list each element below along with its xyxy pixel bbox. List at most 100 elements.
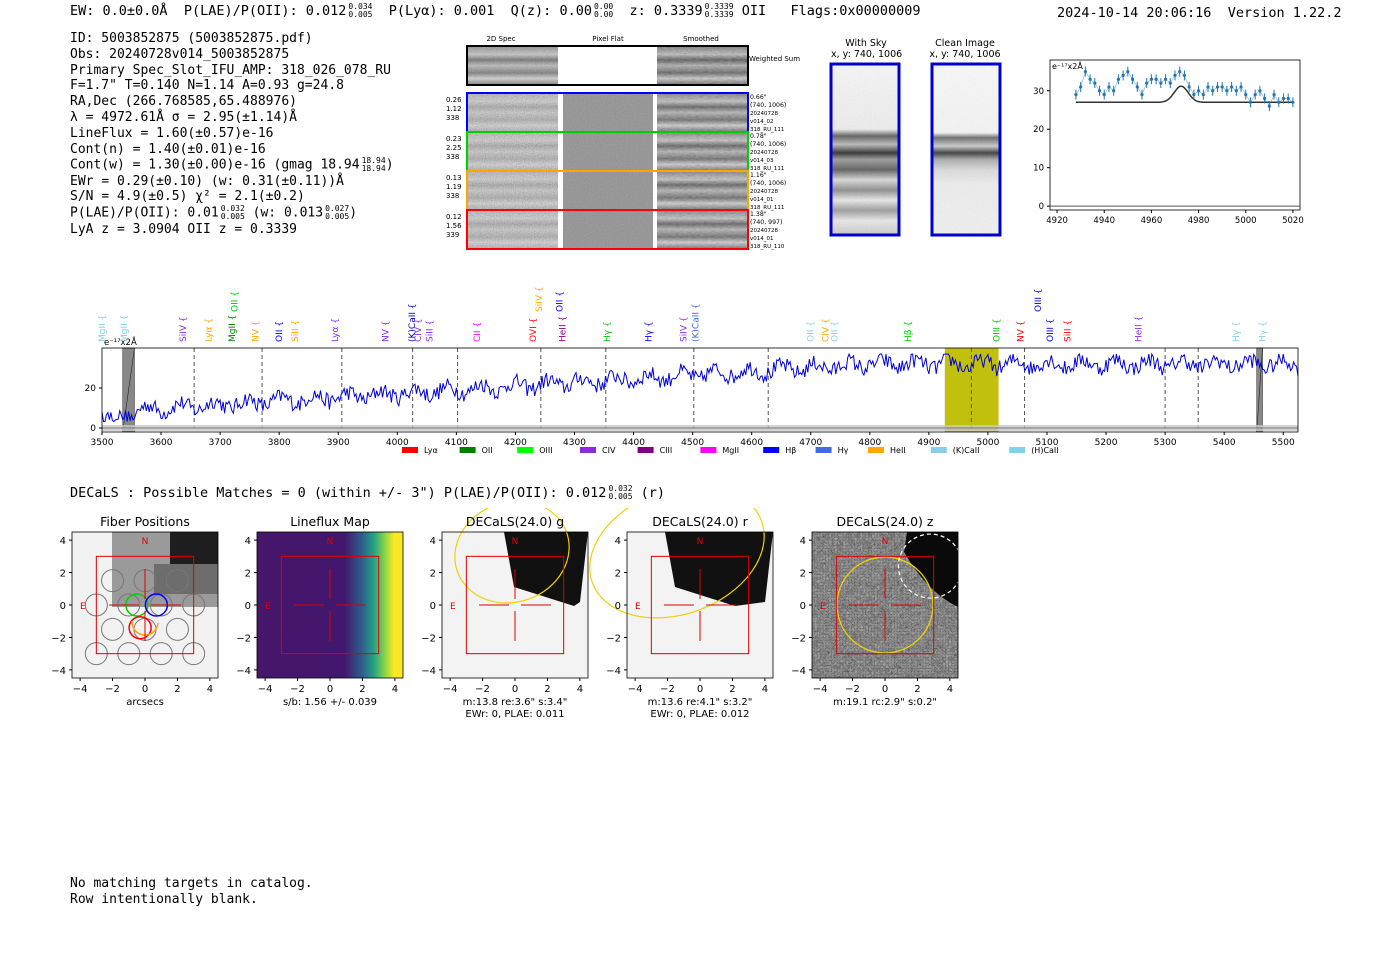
legend-swatch bbox=[763, 447, 780, 453]
spectrum-xtick-label: 4600 bbox=[740, 438, 763, 448]
legend-swatch bbox=[459, 447, 476, 453]
zoom-data-point bbox=[1112, 89, 1116, 93]
legend-swatch bbox=[930, 447, 947, 453]
info-contw-lo: 18.94 bbox=[361, 164, 386, 174]
zoom-ytick-label: 10 bbox=[1033, 164, 1044, 174]
spectrum-line-label: CIV { bbox=[414, 318, 424, 342]
zoom-data-point bbox=[1230, 85, 1234, 89]
clean-title: Clean Image bbox=[935, 38, 995, 49]
spectrum-line-label: SiII { bbox=[426, 320, 436, 342]
info-fwhm: F=1.7" T=0.140 N=1.14 A=0.93 g=24.8 bbox=[70, 78, 344, 94]
spectrum-xtick-label: 5000 bbox=[976, 438, 999, 448]
zoom-data-point bbox=[1239, 85, 1243, 89]
spectrum-xtick-label: 3800 bbox=[268, 438, 291, 448]
cutout-right-label: (740, 997) bbox=[750, 219, 782, 226]
col-flat-label: Pixel Flat bbox=[592, 35, 624, 43]
panel-ytick-label: 2 bbox=[245, 569, 251, 580]
zoom-unit-label: e⁻¹⁷x2Å bbox=[1052, 60, 1083, 71]
panel-ytick-label: −2 bbox=[606, 633, 621, 644]
cutout-right-label: 20240728 bbox=[750, 111, 778, 117]
north-label: N bbox=[882, 537, 889, 547]
header-plae-hi: 0.034 bbox=[348, 2, 373, 11]
legend-label: (K)CaII bbox=[953, 446, 980, 455]
legend-swatch bbox=[637, 447, 654, 453]
east-label: E bbox=[820, 602, 826, 612]
zoom-data-point bbox=[1277, 100, 1281, 104]
panel-caption: EWr: 0, PLAE: 0.012 bbox=[650, 709, 749, 720]
panel-caption: m:13.8 re:3.6" s:3.4" bbox=[463, 697, 568, 708]
panel-xtick-label: −4 bbox=[73, 684, 88, 695]
spectrum-line-label: OVI { bbox=[529, 318, 539, 342]
zoom-ytick-label: 30 bbox=[1033, 87, 1044, 97]
cutout-smooth-noise bbox=[657, 94, 747, 131]
cutout-left-label: 0.12 bbox=[446, 213, 462, 221]
aperture-box bbox=[835, 555, 935, 655]
spectrum-line-label: NV { bbox=[252, 321, 262, 342]
spectrum-line-label: OIII { bbox=[1034, 288, 1044, 312]
spectrum-xtick-label: 5100 bbox=[1036, 438, 1059, 448]
header-qz-hi: 0.00 bbox=[593, 2, 614, 11]
cutout-left-label: 1.56 bbox=[446, 222, 462, 230]
spectrum-line-label: MgII { bbox=[228, 315, 238, 342]
spectrum-line-label: Hγ { bbox=[1232, 321, 1242, 342]
fiber-circle bbox=[101, 569, 125, 593]
panel-ytick-label: 0 bbox=[60, 601, 66, 612]
zoom-data-point bbox=[1267, 104, 1271, 108]
col-2d-label: 2D Spec bbox=[486, 35, 515, 43]
cutout-flat-noise bbox=[563, 211, 653, 248]
cutout-right-label: 318_RU_111 bbox=[750, 166, 784, 172]
zoom-data-point bbox=[1182, 73, 1187, 77]
cutout-flat-noise bbox=[563, 94, 653, 131]
cutout-right-label: 20240728 bbox=[750, 189, 778, 195]
spectrum-line-label: Hγ { bbox=[603, 321, 613, 342]
aperture-box bbox=[280, 555, 380, 655]
spectrum-ytick-label: 20 bbox=[85, 384, 97, 394]
spectrum-line-label: (K)CaII { bbox=[692, 303, 702, 342]
panel-ytick-label: 0 bbox=[430, 601, 436, 612]
legend-label: Hβ bbox=[785, 446, 796, 455]
info-id: ID: 5003852875 (5003852875.pdf) bbox=[70, 31, 313, 46]
header-qz: Q(z): 0.00 bbox=[510, 3, 592, 19]
east-label: E bbox=[635, 602, 641, 612]
spectrum-line-label: CII { bbox=[473, 322, 483, 342]
col-smooth-label: Smoothed bbox=[683, 35, 719, 43]
panel-xtick-label: 2 bbox=[174, 684, 180, 695]
panel-xtick-label: 4 bbox=[392, 684, 398, 695]
panel-xtick-label: 2 bbox=[914, 684, 920, 695]
info-plae-w-lo: 0.005 bbox=[325, 212, 350, 222]
north-label: N bbox=[512, 537, 519, 547]
east-label: E bbox=[80, 602, 86, 612]
panel-ytick-label: 4 bbox=[615, 536, 621, 547]
spectrum-line-label: HeII { bbox=[559, 316, 569, 342]
zoom-data-point bbox=[1291, 100, 1295, 104]
zoom-plot: e⁻¹⁷x2Å 4920 4940 4960 4980 5000 5020 0 10 20 30 bbox=[1033, 59, 1304, 226]
north-label: N bbox=[327, 537, 334, 547]
header-qz-lo: 0.00 bbox=[593, 10, 614, 19]
spectrum-xtick-label: 4900 bbox=[917, 438, 940, 448]
panel-xtick-label: 0 bbox=[142, 684, 148, 695]
cutout-left-label: 1.12 bbox=[446, 105, 462, 113]
decals-dark-source bbox=[665, 532, 773, 606]
zoom-data-point bbox=[1272, 93, 1276, 97]
spectrum-line-label: SiIV { bbox=[680, 316, 690, 342]
header-z: z: 0.3339 bbox=[629, 3, 703, 19]
zoom-data-point bbox=[1102, 93, 1106, 97]
cutout-right-label: v014_01 bbox=[750, 236, 774, 242]
info-contn: Cont(n) = 1.40(±0.01)e-16 bbox=[70, 141, 266, 157]
zoom-data-point bbox=[1201, 93, 1205, 97]
zoom-data-point bbox=[1149, 77, 1154, 81]
panel-ytick-label: −2 bbox=[236, 633, 251, 644]
zoom-xtick-label: 4980 bbox=[1188, 216, 1210, 226]
zoom-ytick-label: 20 bbox=[1033, 125, 1044, 135]
panel-xtick-label: 2 bbox=[729, 684, 735, 695]
fiber-circle bbox=[165, 569, 189, 593]
info-plae: P(LAE)/P(OII): 0.01 bbox=[70, 205, 219, 221]
cutout-2d-noise bbox=[468, 94, 558, 131]
spectrum-line-label: OII { bbox=[275, 321, 285, 342]
zoom-data-point bbox=[1263, 96, 1267, 101]
panel-title: DECaLS(24.0) z bbox=[837, 514, 934, 529]
zoom-data-point bbox=[1088, 77, 1092, 81]
zoom-data-point bbox=[1116, 77, 1120, 81]
zoom-data-point bbox=[1093, 81, 1097, 85]
info-ewr: EWr = 0.29(±0.10) (w: 0.31(±0.11))Å bbox=[70, 173, 344, 189]
